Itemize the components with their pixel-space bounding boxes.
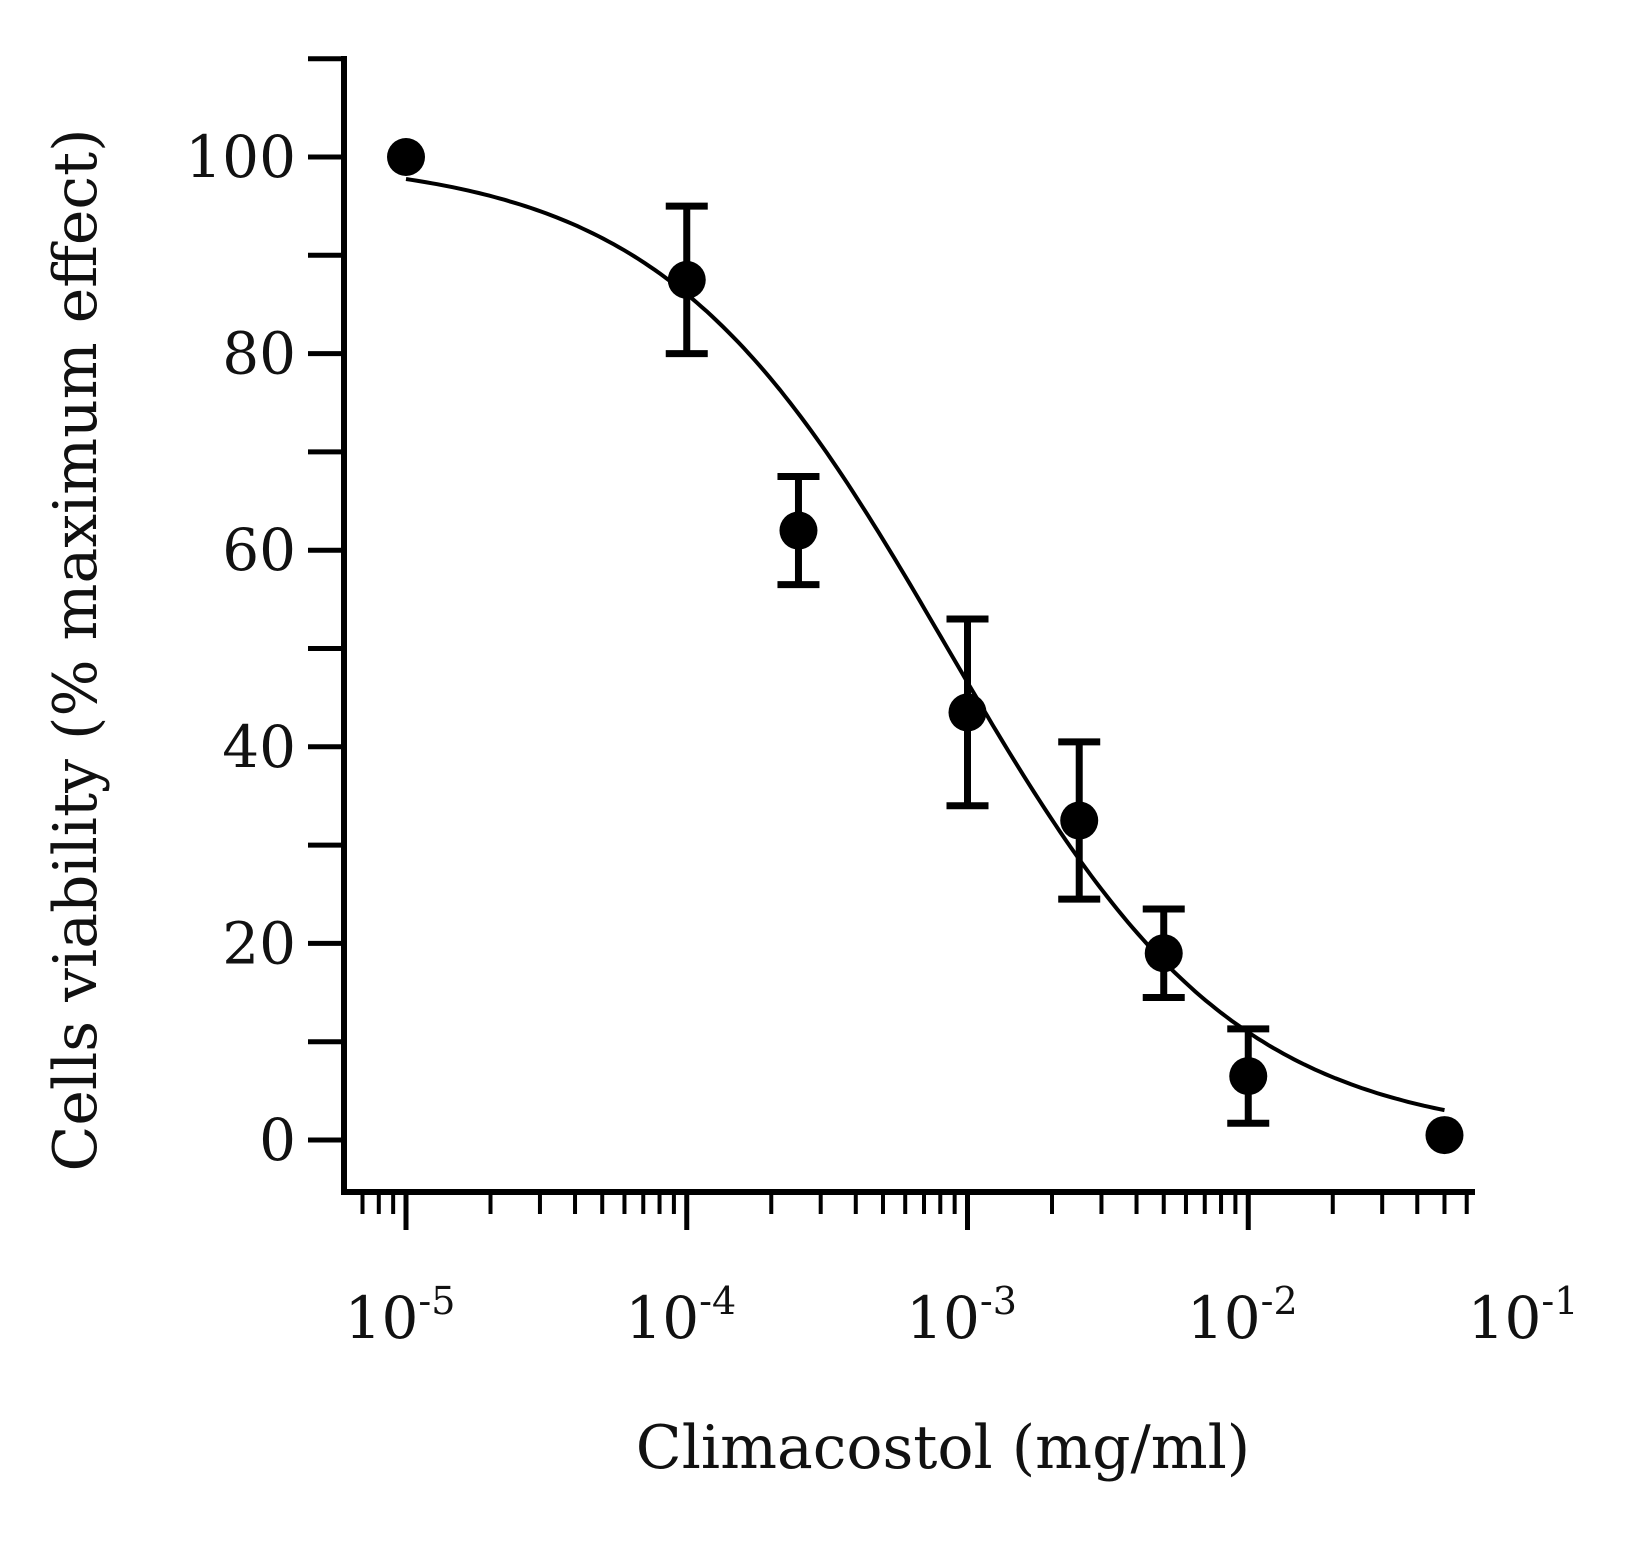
- data-point: [948, 693, 987, 732]
- y-tick-label: 20: [222, 909, 296, 977]
- x-tick-label: 10-1: [1468, 1279, 1579, 1352]
- data-point: [1425, 1116, 1464, 1155]
- x-tick-label: 10-4: [625, 1279, 736, 1352]
- x-tick-label: 10-2: [1187, 1279, 1298, 1352]
- x-axis-label: Climacostol (mg/ml): [636, 1413, 1250, 1483]
- x-tick-label: 10-5: [345, 1279, 456, 1352]
- data-point: [387, 138, 425, 176]
- fit-curve-group: [405, 177, 1445, 1113]
- y-tick-label: 60: [222, 516, 296, 584]
- x-tick-label: 10-3: [906, 1279, 1017, 1352]
- y-tick-label: 40: [222, 713, 296, 781]
- data-point: [1144, 934, 1183, 973]
- data-point: [779, 511, 818, 550]
- fit-curve: [405, 177, 1445, 1113]
- y-axis-label: Cells viability (% maximum effect): [41, 128, 111, 1171]
- data-point: [1060, 801, 1099, 840]
- y-tick-label: 80: [222, 320, 296, 388]
- y-tick-label: 0: [259, 1106, 296, 1174]
- y-axis: 0 20 40 60 80 100: [185, 56, 347, 1195]
- x-axis: 10-5 10-4 10-3 10-2 10-1: [341, 1189, 1579, 1352]
- data-point: [1229, 1057, 1268, 1096]
- y-tick-label: 100: [185, 123, 296, 191]
- data-points-group: [387, 138, 1464, 1155]
- data-point: [667, 260, 706, 299]
